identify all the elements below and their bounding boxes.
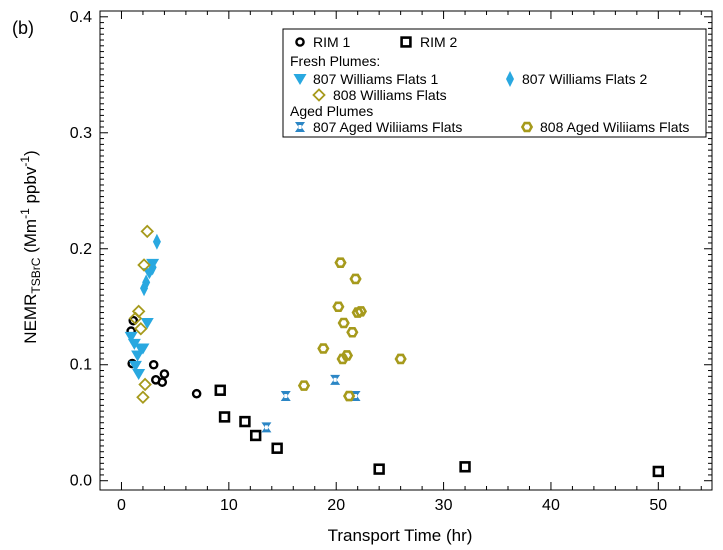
data-point: [346, 326, 359, 338]
data-point: [128, 360, 142, 372]
x-tick-label: 30: [435, 497, 453, 514]
y-tick-label: 0.2: [70, 241, 92, 258]
series-5: [261, 374, 361, 433]
y-tick-label: 0.3: [70, 125, 92, 142]
series-1: [214, 384, 665, 478]
data-point: [342, 390, 356, 402]
x-axis: 0 10 20 30 40 50: [117, 11, 702, 514]
y-tick-label: 0.4: [70, 9, 92, 26]
legend-rim2: RIM 2: [420, 34, 458, 50]
data-point: [332, 301, 345, 313]
series-3: [140, 233, 161, 297]
y-title-sup1: -1: [18, 208, 32, 219]
data-point: [148, 259, 157, 276]
y-axis-title: NEMRTSBrC (Mm-1 ppbv-1): [18, 150, 43, 343]
legend-marker: [520, 121, 534, 133]
legend-marker: [293, 74, 307, 85]
legend-marker: [295, 37, 305, 47]
legend-808-aged: 808 Aged Wiliiams Flats: [540, 119, 689, 135]
legend-807-wf2: 807 Williams Flats 2: [522, 71, 647, 87]
data-point: [214, 384, 226, 396]
legend-group-fresh: Fresh Plumes:: [290, 53, 380, 69]
legend-808-wf: 808 Williams Flats: [333, 87, 447, 103]
y-title-end: ): [21, 150, 40, 156]
y-title-base: NEMR: [21, 294, 40, 344]
data-point: [249, 429, 262, 442]
data-point: [652, 465, 665, 478]
data-point: [140, 317, 154, 329]
x-tick-label: 10: [220, 497, 238, 514]
legend-807-wf1: 807 Williams Flats 1: [313, 71, 438, 87]
data-point: [340, 350, 354, 361]
legend: RIM 1 RIM 2 Fresh Plumes: 807 Williams F…: [282, 28, 707, 138]
legend-marker: [312, 88, 326, 102]
series-0: [126, 315, 202, 399]
data-point: [218, 411, 231, 423]
legend-rim1: RIM 1: [313, 34, 351, 50]
data-point: [140, 224, 155, 239]
data-point: [159, 369, 170, 379]
plot-frame: [99, 10, 713, 491]
y-tick-label: 0.1: [70, 357, 92, 374]
y-axis: 0.0 0.1 0.2 0.3 0.4: [70, 9, 712, 490]
data-point: [239, 415, 251, 428]
legend-marker: [506, 71, 514, 87]
data-point: [134, 322, 148, 336]
y-title-sup2: -1: [18, 156, 32, 167]
legend-box: [282, 28, 707, 138]
x-tick-label: 50: [649, 497, 667, 514]
data-point: [191, 388, 202, 399]
data-point: [124, 331, 138, 343]
legend-marker: [295, 122, 305, 132]
data-point: [148, 359, 159, 370]
data-point: [354, 306, 368, 317]
legend-group-aged: Aged Plumes: [290, 103, 373, 119]
panel-label: (b): [12, 18, 34, 38]
x-tick-label: 20: [327, 497, 345, 514]
data-point: [280, 391, 291, 402]
data-point: [459, 461, 471, 473]
data-point: [336, 353, 349, 365]
y-title-mid: ppbv: [21, 166, 40, 208]
series-4: [128, 224, 155, 404]
data-point: [394, 353, 407, 365]
data-point: [152, 233, 161, 250]
y-title-sub: TSBrC: [29, 257, 43, 293]
y-tick-label: 0.0: [70, 473, 92, 490]
data-point: [337, 317, 350, 329]
data-points: [124, 224, 665, 478]
data-point: [261, 422, 272, 433]
data-point: [317, 343, 330, 354]
data-point: [271, 442, 283, 454]
plot-border: [99, 10, 713, 491]
x-tick-label: 40: [542, 497, 560, 514]
data-point: [334, 257, 347, 268]
data-point: [136, 390, 150, 404]
data-point: [138, 377, 152, 392]
x-axis-title: Transport Time (hr): [328, 526, 473, 545]
data-point: [330, 374, 341, 385]
data-point: [128, 315, 139, 326]
data-point: [127, 338, 141, 350]
data-point: [142, 274, 151, 291]
series-6: [297, 257, 407, 402]
data-point: [297, 380, 311, 391]
x-tick-label: 0: [117, 497, 126, 514]
legend-807-aged: 807 Aged Wiliiams Flats: [313, 119, 462, 135]
legend-marker: [400, 36, 412, 48]
data-point: [132, 369, 146, 381]
y-title-rest: (Mm: [21, 219, 40, 258]
data-point: [157, 377, 168, 387]
data-point: [137, 258, 151, 272]
data-point: [349, 273, 362, 285]
data-point: [373, 463, 385, 475]
data-point: [136, 343, 150, 355]
data-point: [128, 311, 143, 326]
